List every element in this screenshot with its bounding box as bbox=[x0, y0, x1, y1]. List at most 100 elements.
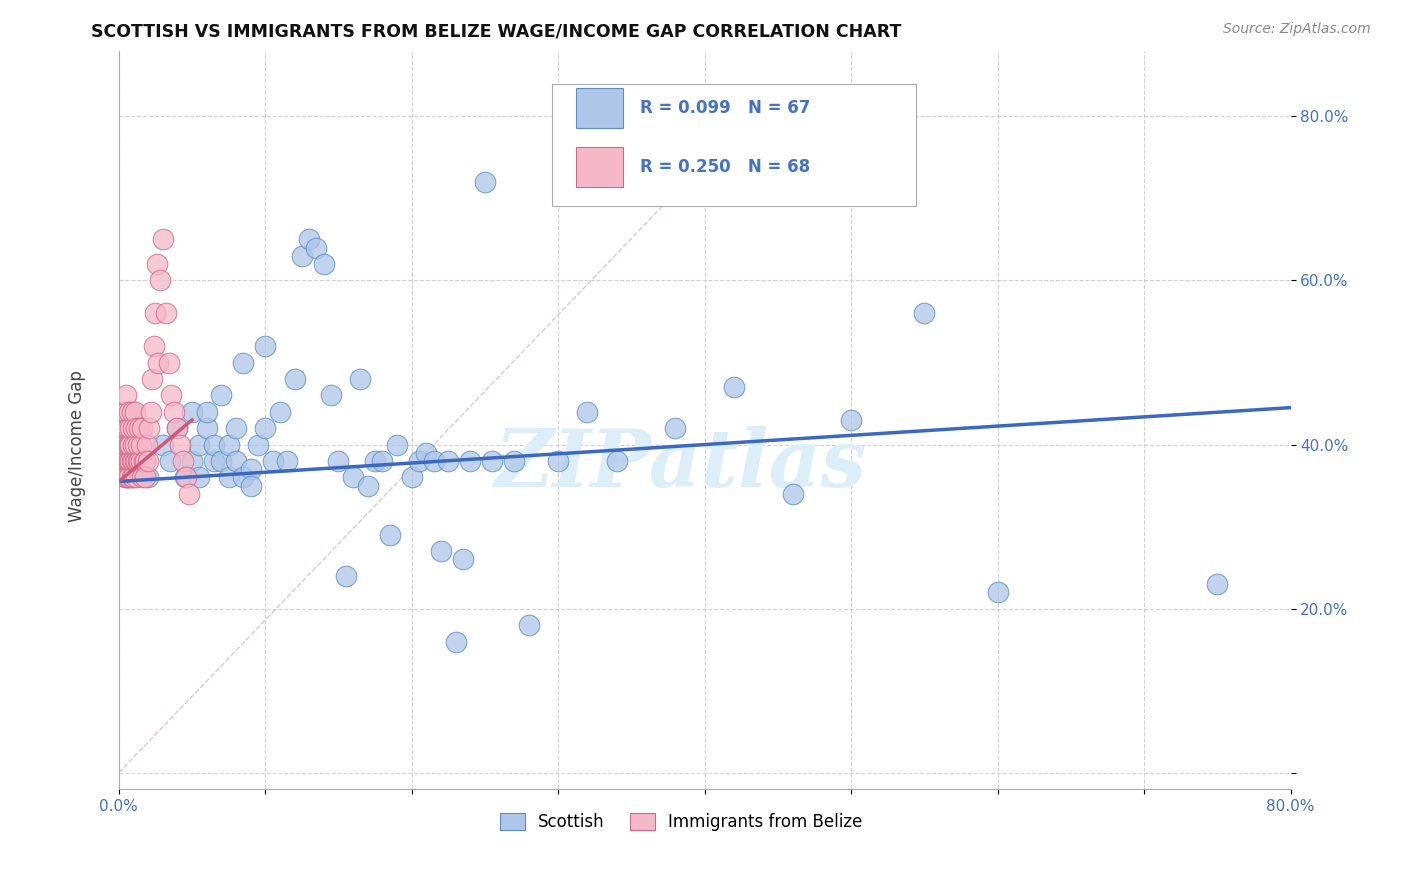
Point bbox=[202, 437, 225, 451]
Point bbox=[209, 454, 232, 468]
Point bbox=[129, 437, 152, 451]
Point bbox=[246, 437, 269, 451]
Point bbox=[121, 405, 143, 419]
Point bbox=[117, 454, 139, 468]
Point bbox=[166, 421, 188, 435]
Point bbox=[124, 405, 146, 419]
Point bbox=[349, 372, 371, 386]
Point bbox=[163, 405, 186, 419]
Point bbox=[239, 462, 262, 476]
Point bbox=[181, 454, 204, 468]
Point bbox=[328, 454, 350, 468]
Point bbox=[124, 437, 146, 451]
Point bbox=[125, 454, 148, 468]
Bar bbox=[576, 146, 623, 187]
Point bbox=[172, 454, 194, 468]
Point bbox=[239, 478, 262, 492]
Point bbox=[415, 446, 437, 460]
Point bbox=[121, 470, 143, 484]
Point bbox=[139, 405, 162, 419]
Point bbox=[143, 306, 166, 320]
Point bbox=[117, 421, 139, 435]
Point bbox=[408, 454, 430, 468]
Point bbox=[115, 388, 138, 402]
Point bbox=[283, 372, 305, 386]
Point bbox=[451, 552, 474, 566]
Point bbox=[209, 388, 232, 402]
Point bbox=[987, 585, 1010, 599]
Point bbox=[117, 437, 139, 451]
Point bbox=[723, 380, 745, 394]
Point bbox=[112, 454, 135, 468]
Point bbox=[155, 306, 177, 320]
Point bbox=[125, 421, 148, 435]
Point bbox=[115, 437, 138, 451]
Point bbox=[517, 618, 540, 632]
Point bbox=[122, 437, 145, 451]
Point bbox=[115, 405, 138, 419]
Point bbox=[136, 470, 159, 484]
Point bbox=[364, 454, 387, 468]
Point bbox=[115, 454, 138, 468]
Point bbox=[174, 470, 197, 484]
Bar bbox=[576, 87, 623, 128]
Point bbox=[188, 470, 211, 484]
Point bbox=[335, 569, 357, 583]
Text: Wage/Income Gap: Wage/Income Gap bbox=[69, 370, 86, 522]
Point bbox=[127, 454, 149, 468]
Point bbox=[401, 470, 423, 484]
Text: SCOTTISH VS IMMIGRANTS FROM BELIZE WAGE/INCOME GAP CORRELATION CHART: SCOTTISH VS IMMIGRANTS FROM BELIZE WAGE/… bbox=[91, 22, 901, 40]
Point bbox=[474, 175, 496, 189]
Point bbox=[122, 421, 145, 435]
Point bbox=[152, 232, 174, 246]
Point bbox=[159, 454, 181, 468]
Point bbox=[115, 470, 138, 484]
Point bbox=[115, 421, 138, 435]
Legend: Scottish, Immigrants from Belize: Scottish, Immigrants from Belize bbox=[495, 808, 868, 837]
Point bbox=[218, 437, 240, 451]
Point bbox=[117, 470, 139, 484]
Point bbox=[134, 454, 156, 468]
Point bbox=[430, 544, 453, 558]
Point bbox=[321, 388, 343, 402]
Point bbox=[1206, 577, 1229, 591]
Point bbox=[305, 241, 328, 255]
Point bbox=[118, 437, 141, 451]
Point bbox=[218, 470, 240, 484]
Point bbox=[262, 454, 284, 468]
Point bbox=[225, 454, 247, 468]
Point bbox=[122, 454, 145, 468]
Point bbox=[188, 437, 211, 451]
Point bbox=[114, 470, 136, 484]
Point bbox=[152, 437, 174, 451]
Point bbox=[120, 421, 142, 435]
Point bbox=[135, 437, 157, 451]
Point bbox=[169, 437, 191, 451]
Point bbox=[437, 454, 460, 468]
Point bbox=[142, 339, 165, 353]
Point bbox=[342, 470, 364, 484]
Point bbox=[148, 355, 170, 369]
Point bbox=[276, 454, 298, 468]
Point bbox=[422, 454, 444, 468]
Point bbox=[385, 437, 408, 451]
Text: R = 0.099   N = 67: R = 0.099 N = 67 bbox=[640, 98, 811, 117]
Point bbox=[232, 355, 254, 369]
Point bbox=[149, 273, 172, 287]
Point bbox=[118, 470, 141, 484]
Point bbox=[173, 470, 195, 484]
Point bbox=[118, 405, 141, 419]
Point bbox=[114, 405, 136, 419]
Point bbox=[127, 437, 149, 451]
Point bbox=[114, 454, 136, 468]
Point bbox=[481, 454, 503, 468]
Point bbox=[131, 470, 153, 484]
Point bbox=[134, 470, 156, 484]
Point bbox=[444, 634, 467, 648]
Point bbox=[166, 421, 188, 435]
Point bbox=[114, 437, 136, 451]
Point bbox=[606, 454, 628, 468]
Point bbox=[291, 249, 314, 263]
Point bbox=[112, 421, 135, 435]
Point bbox=[128, 421, 150, 435]
